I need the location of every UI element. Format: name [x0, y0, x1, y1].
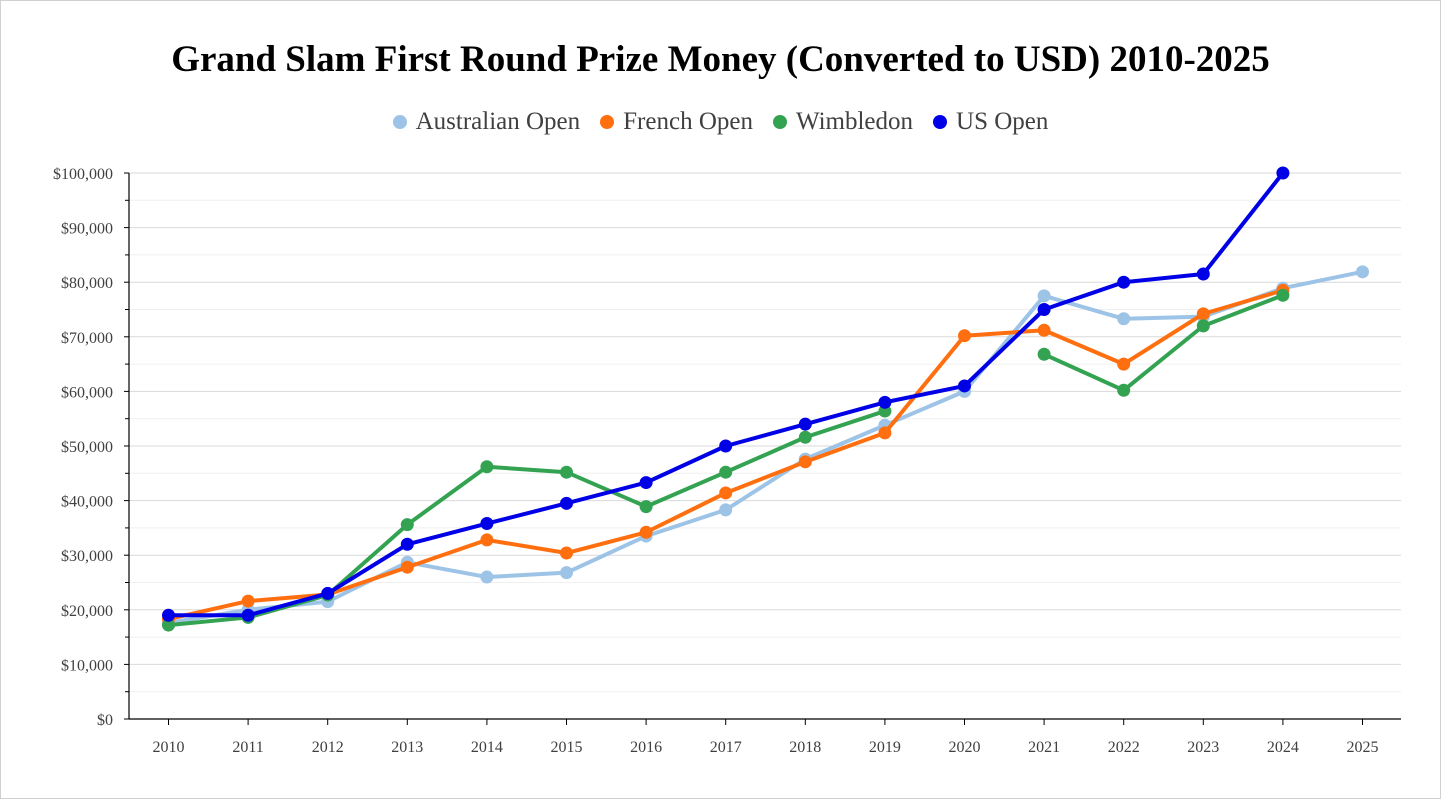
data-point-australian-open	[1117, 312, 1131, 326]
x-tick-label: 2010	[153, 739, 185, 756]
chart-title: Grand Slam First Round Prize Money (Conv…	[171, 39, 1270, 80]
legend-marker	[600, 115, 615, 129]
data-point-us-open	[1196, 267, 1210, 281]
data-point-french-open	[1117, 357, 1131, 371]
data-point-us-open	[321, 586, 335, 600]
data-point-us-open	[162, 608, 175, 622]
data-point-french-open	[400, 560, 414, 574]
data-point-us-open	[1037, 303, 1051, 316]
x-tick-label: 2020	[949, 739, 981, 756]
data-point-french-open	[798, 455, 812, 469]
y-tick-label: $20,000	[61, 603, 113, 620]
data-point-us-open	[719, 439, 733, 453]
data-point-us-open	[798, 417, 812, 431]
legend-marker	[772, 115, 787, 129]
x-tick-label: 2023	[1187, 739, 1219, 756]
y-tick-label: $50,000	[61, 439, 113, 456]
y-tick-label: $0	[97, 712, 113, 729]
x-tick-label: 2017	[710, 739, 742, 756]
x-tick-label: 2022	[1108, 739, 1140, 756]
y-tick-label: $100,000	[53, 166, 113, 183]
legend-item-us-open: US Open	[933, 108, 1048, 136]
data-point-us-open	[241, 608, 255, 622]
data-point-us-open	[480, 517, 494, 531]
data-point-french-open	[719, 486, 733, 500]
legend-marker	[392, 115, 407, 129]
data-point-us-open	[1276, 166, 1290, 180]
data-point-wimbledon	[480, 460, 494, 474]
x-tick-label: 2014	[471, 739, 503, 756]
x-tick-label: 2012	[312, 739, 344, 756]
y-tick-label: $10,000	[61, 657, 113, 674]
data-point-us-open	[878, 395, 892, 409]
x-tick-label: 2018	[789, 739, 821, 756]
data-point-french-open	[878, 426, 892, 440]
y-tick-label: $80,000	[61, 275, 113, 292]
data-point-wimbledon	[400, 518, 414, 532]
x-tick-label: 2011	[232, 739, 263, 756]
legend-item-australian-open: Australian Open	[392, 108, 581, 136]
data-point-us-open	[400, 537, 414, 551]
x-tick-label: 2024	[1267, 739, 1299, 756]
legend-item-wimbledon: Wimbledon	[772, 108, 914, 136]
y-tick-label: $70,000	[61, 330, 113, 347]
data-point-australian-open	[719, 503, 733, 517]
y-tick-label: $40,000	[61, 494, 113, 511]
data-point-us-open	[1117, 275, 1131, 289]
legend: Australian Open French Open Wimbledon US Op…	[0, 108, 1441, 136]
data-point-french-open	[1037, 323, 1051, 337]
data-point-wimbledon	[1037, 347, 1051, 361]
data-point-australian-open	[1037, 289, 1051, 303]
data-point-french-open	[241, 594, 255, 608]
data-point-wimbledon	[1196, 319, 1210, 333]
data-point-us-open	[560, 496, 573, 510]
y-tick-label: $30,000	[61, 548, 113, 565]
data-point-australian-open	[1356, 265, 1369, 279]
series-line-us-open	[166, 171, 1285, 618]
data-point-wimbledon	[560, 465, 573, 479]
series-line-wimbledon	[1042, 293, 1285, 393]
data-point-wimbledon	[1276, 288, 1290, 302]
series-line-wimbledon	[166, 409, 887, 628]
data-point-us-open	[639, 476, 653, 490]
legend-marker	[933, 115, 948, 129]
data-point-wimbledon	[639, 500, 653, 514]
data-point-wimbledon	[1117, 383, 1131, 397]
x-tick-label: 2016	[630, 739, 662, 756]
data-point-australian-open	[480, 570, 494, 584]
data-point-wimbledon	[162, 618, 175, 632]
legend-label: French Open	[623, 108, 753, 135]
data-point-french-open	[958, 329, 971, 343]
legend-item-french-open: French Open	[600, 108, 753, 136]
y-tick-label: $60,000	[61, 384, 113, 401]
x-tick-label: 2021	[1028, 739, 1060, 756]
y-tick-label: $90,000	[61, 221, 113, 238]
data-point-french-open	[639, 525, 653, 539]
series-line-french-open	[166, 288, 1285, 622]
data-point-wimbledon	[798, 430, 812, 444]
legend-label: Wimbledon	[795, 108, 914, 135]
x-tick-label: 2019	[869, 739, 901, 756]
x-tick-label: 2015	[551, 739, 583, 756]
data-point-wimbledon	[719, 465, 733, 479]
x-tick-label: 2013	[391, 739, 423, 756]
data-point-australian-open	[560, 566, 573, 580]
x-tick-label: 2025	[1347, 739, 1379, 756]
data-point-french-open	[1196, 307, 1210, 321]
legend-label: US Open	[956, 108, 1049, 135]
data-point-us-open	[958, 379, 971, 393]
data-point-french-open	[480, 533, 494, 547]
legend-label: Australian Open	[415, 108, 581, 135]
data-point-french-open	[560, 546, 573, 560]
